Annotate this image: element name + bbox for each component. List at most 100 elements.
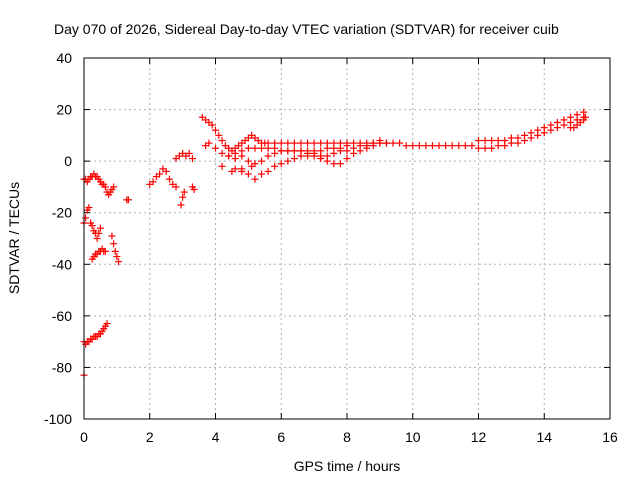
series-cluster-h	[146, 165, 170, 188]
data-point	[172, 183, 180, 191]
data-point	[96, 224, 104, 232]
data-point	[264, 152, 272, 160]
data-point	[475, 137, 482, 145]
data-point	[113, 253, 121, 261]
data-point	[271, 162, 279, 170]
data-point	[290, 147, 298, 155]
data-point	[304, 147, 312, 155]
data-point	[258, 157, 266, 165]
data-point	[101, 247, 109, 255]
series-cluster-l	[172, 149, 196, 163]
data-point	[179, 193, 187, 201]
data-point	[323, 144, 331, 152]
y-tick-label: 20	[56, 102, 72, 118]
data-point	[264, 144, 272, 152]
y-tick-label: 40	[56, 50, 72, 66]
x-tick-label: 6	[277, 429, 285, 445]
series-tail-hook	[567, 113, 589, 132]
data-point	[376, 139, 384, 147]
x-tick-label: 2	[146, 429, 154, 445]
data-point	[468, 142, 476, 150]
data-point	[88, 222, 96, 230]
data-point	[389, 139, 397, 147]
data-point	[297, 147, 305, 155]
data-point	[521, 137, 529, 145]
data-point	[208, 121, 216, 129]
x-tick-label: 16	[602, 429, 618, 445]
data-point	[277, 147, 285, 155]
data-point	[475, 144, 482, 152]
data-point	[369, 139, 377, 147]
data-point	[284, 157, 292, 165]
data-point	[82, 214, 90, 222]
y-axis-label: SDTVAR / TECUs	[6, 182, 22, 294]
data-point	[310, 139, 318, 147]
data-point	[244, 170, 252, 178]
data-point	[382, 139, 390, 147]
data-point	[560, 121, 568, 129]
x-tick-label: 4	[212, 429, 220, 445]
data-point	[238, 165, 246, 173]
data-point	[317, 139, 325, 147]
data-point	[115, 258, 123, 266]
y-tick-label: -60	[52, 308, 72, 324]
data-point	[110, 240, 118, 248]
data-point	[488, 137, 496, 145]
x-tick-label: 12	[471, 429, 487, 445]
data-point	[248, 162, 256, 170]
data-point	[448, 142, 456, 150]
data-point	[185, 149, 193, 157]
series-cluster-c	[88, 245, 109, 263]
data-point	[494, 142, 502, 150]
series-cluster-k	[188, 183, 198, 194]
y-tick-label: -20	[52, 205, 72, 221]
data-point	[111, 247, 119, 255]
data-point	[284, 147, 292, 155]
data-point	[258, 170, 266, 178]
series-cluster-d	[108, 232, 123, 266]
data-point	[284, 139, 292, 147]
grid-layer	[84, 58, 610, 419]
data-point	[336, 144, 344, 152]
data-point	[212, 126, 219, 134]
data-point	[156, 170, 164, 178]
data-point	[95, 229, 103, 237]
series-cluster-g	[123, 196, 132, 204]
data-point	[501, 142, 509, 150]
data-point	[190, 186, 198, 194]
data-point	[162, 167, 170, 175]
data-point	[481, 144, 489, 152]
data-point	[180, 188, 188, 196]
data-point	[317, 147, 325, 155]
data-point	[323, 152, 331, 160]
data-point	[507, 139, 515, 147]
data-point	[304, 139, 312, 147]
chart-title: Day 070 of 2026, Sidereal Day-to-day VTE…	[54, 21, 559, 37]
data-point	[244, 157, 252, 165]
data-point	[290, 139, 298, 147]
data-point	[238, 147, 246, 155]
data-point	[409, 142, 417, 150]
data-point	[527, 134, 535, 142]
data-point	[244, 144, 252, 152]
data-point	[93, 235, 101, 242]
x-tick-label: 0	[80, 429, 88, 445]
data-point	[455, 142, 463, 150]
y-tick-label: -80	[52, 359, 72, 375]
data-point	[290, 155, 298, 163]
data-point	[177, 201, 185, 209]
data-point	[264, 167, 272, 175]
series-cluster-a	[80, 170, 118, 199]
data-point	[218, 149, 226, 157]
data-point	[297, 139, 305, 147]
y-tick-label: 0	[64, 153, 72, 169]
data-point	[336, 160, 344, 168]
data-point	[149, 178, 157, 186]
x-ticks: 0 2 4 6 8 10 12 14 16	[80, 58, 618, 445]
data-point	[330, 144, 338, 152]
data-point	[402, 142, 410, 150]
series-main-arc	[198, 108, 588, 155]
data-point	[330, 160, 338, 168]
plot-frame	[83, 57, 611, 420]
data-point	[228, 167, 236, 175]
